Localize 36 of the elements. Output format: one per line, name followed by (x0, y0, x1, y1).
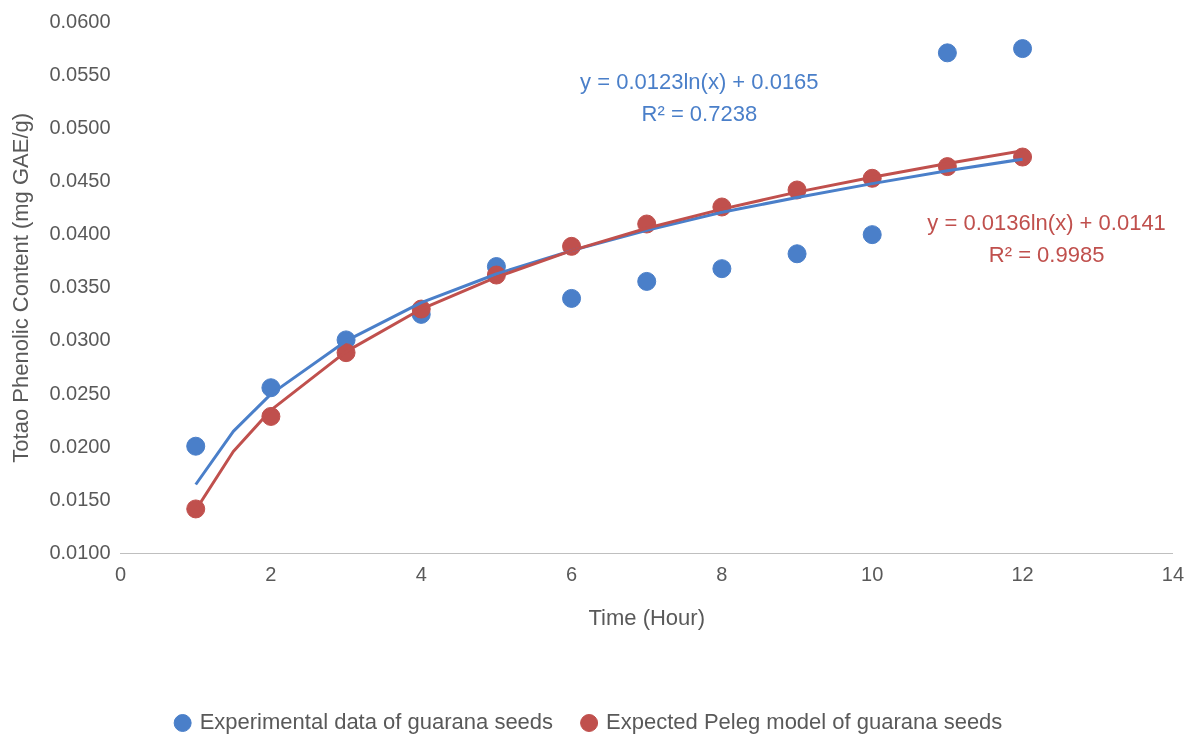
legend-label: Experimental data of guarana seeds (199, 709, 554, 735)
y-tick-label: 0.0500 (49, 115, 111, 138)
x-tick-label: 4 (415, 563, 427, 586)
y-tick-label: 0.0450 (49, 169, 111, 191)
y-tick-label: 0.0300 (49, 328, 111, 351)
point (862, 225, 882, 245)
x-tick-label: 6 (566, 563, 578, 586)
y-tick-label: 0.0550 (49, 62, 111, 85)
point (937, 43, 957, 63)
x-tick-label: 0 (115, 563, 127, 586)
annotation: R² = 0.7238 (641, 101, 758, 127)
x-tick-label: 10 (861, 563, 884, 586)
y-tick-label: 0.0200 (49, 434, 111, 457)
annotation: R² = 0.9985 (988, 241, 1105, 267)
point (787, 244, 807, 264)
x-tick-label: 2 (265, 563, 277, 586)
y-tick-label: 0.0250 (49, 381, 111, 404)
legend-label: Expected Peleg model of guarana seeds (606, 709, 1003, 735)
point (562, 288, 582, 308)
annotation: y = 0.0136ln(x) + 0.0141 (927, 210, 1166, 236)
x-tick-label: 14 (1161, 563, 1184, 586)
y-tick-label: 0.0150 (49, 487, 111, 510)
y-axis-title: Totao Phenolic Content (mg GAE/g) (8, 112, 34, 463)
y-tick-label: 0.0600 (49, 9, 111, 32)
y-tick-label: 0.0100 (49, 541, 111, 564)
y-tick-label: 0.0350 (49, 275, 111, 298)
annotation: y = 0.0123ln(x) + 0.0165 (580, 69, 819, 95)
point (637, 271, 657, 291)
x-tick-label: 12 (1011, 563, 1034, 586)
x-axis-title: Time (Hour) (588, 604, 705, 630)
point (186, 499, 206, 519)
point (186, 436, 206, 456)
y-tick-label: 0.0400 (49, 222, 111, 245)
x-tick-label: 8 (716, 563, 728, 586)
point (712, 259, 732, 279)
point (1013, 39, 1033, 59)
